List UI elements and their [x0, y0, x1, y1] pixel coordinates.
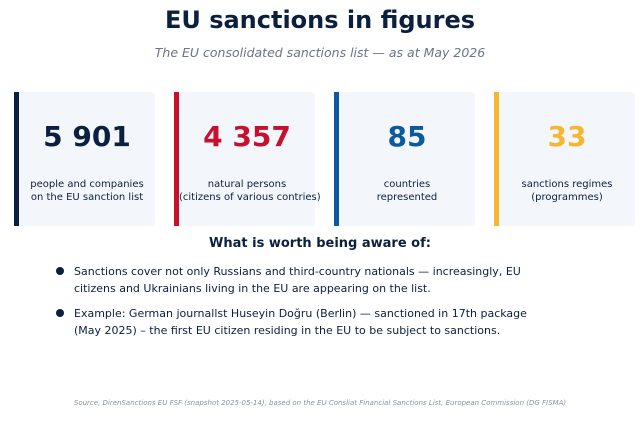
stat-card-entities: 5 901 people and companies on the EU san…	[14, 92, 155, 226]
bullet-dot-icon	[56, 267, 64, 275]
stat-value: 85	[387, 120, 427, 153]
card-accent-bar	[174, 92, 179, 226]
stat-value: 5 901	[43, 120, 131, 153]
stat-value: 33	[547, 120, 587, 153]
stat-card-persons: 4 357 natural persons (citizens of vario…	[174, 92, 321, 226]
stat-label: countries represented	[376, 179, 438, 203]
page-title: EU sanctions in figures	[164, 6, 476, 34]
card-accent-bar	[14, 92, 19, 226]
bullet-list: Sanctions cover not only Russians and th…	[56, 263, 616, 347]
stat-card-countries: 85 countries represented	[334, 92, 475, 226]
stat-label: natural persons (citizens of various con…	[179, 179, 321, 203]
stat-label: people and companies on the EU sanction …	[30, 179, 144, 203]
stat-label: sanctions regimes (programmes)	[521, 179, 613, 203]
card-accent-bar	[334, 92, 339, 226]
card-accent-bar	[494, 92, 499, 226]
list-item: Sanctions cover not only Russians and th…	[56, 263, 616, 297]
stat-cards: 5 901 people and companies on the EU san…	[14, 92, 635, 226]
source-note: Source, DirenSanctions EU FSF (snapshot …	[73, 399, 567, 407]
page-subtitle: The EU consolidated sanctions list — as …	[154, 45, 486, 60]
list-item: Example: German journallst Huseyin Doğru…	[56, 305, 616, 339]
section-heading: What is worth being aware of:	[209, 236, 431, 251]
stat-value: 4 357	[203, 120, 291, 153]
bullet-text: Example: German journallst Huseyin Doğru…	[74, 307, 527, 337]
stat-card-regimes: 33 sanctions regimes (programmes)	[494, 92, 635, 226]
bullet-dot-icon	[56, 309, 64, 317]
bullet-text: Sanctions cover not only Russians and th…	[74, 265, 521, 295]
